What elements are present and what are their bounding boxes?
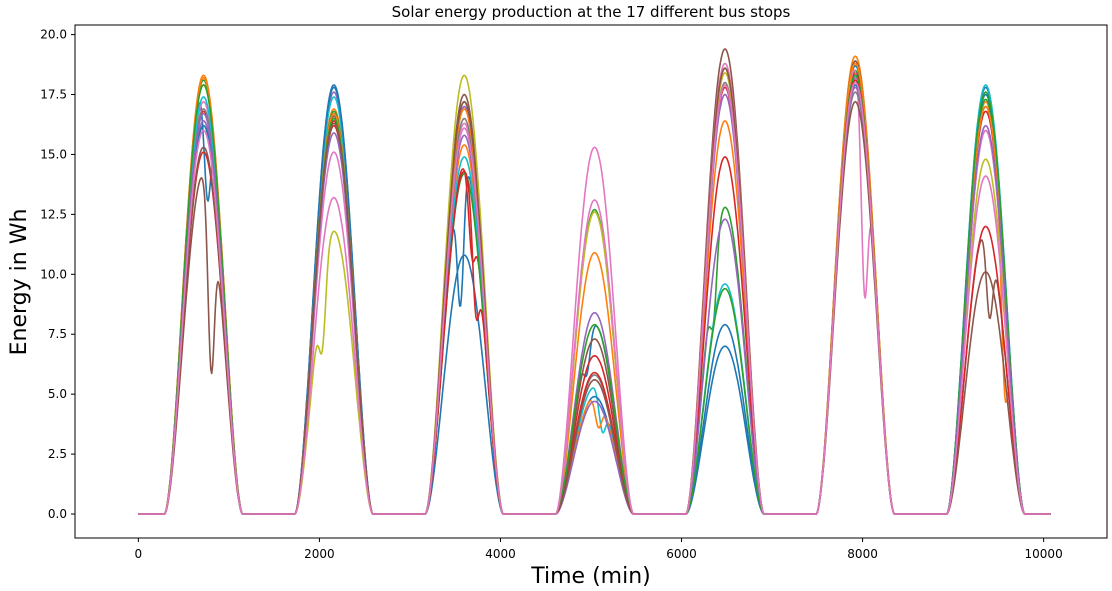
x-axis-label: Time (min)	[530, 564, 651, 589]
chart-title: Solar energy production at the 17 differ…	[392, 3, 791, 21]
y-tick-label: 15.0	[40, 147, 67, 161]
y-tick-label: 5.0	[48, 387, 67, 401]
y-axis: 0.0 2.5 5.0 7.5 10.0 12.5 15.0 17.5 20.0	[40, 28, 75, 521]
plot-frame	[74, 24, 1108, 539]
x-tick-label: 10000	[1025, 547, 1063, 561]
plot-area	[75, 25, 1107, 538]
y-tick-label: 10.0	[40, 267, 67, 281]
y-tick-label: 12.5	[40, 207, 67, 221]
y-tick-label: 7.5	[48, 327, 67, 341]
y-tick-label: 0.0	[48, 507, 67, 521]
y-axis-label: Energy in Wh	[7, 209, 32, 356]
y-tick-label: 2.5	[48, 447, 67, 461]
x-tick-label: 0	[135, 547, 143, 561]
x-axis: 0 2000 4000 6000 8000 10000	[135, 538, 1063, 561]
y-tick-label: 17.5	[40, 88, 67, 102]
series-lines	[138, 48, 1051, 515]
series-line-17	[138, 81, 1051, 515]
x-tick-label: 6000	[666, 547, 697, 561]
x-tick-label: 8000	[847, 547, 878, 561]
x-tick-label: 2000	[304, 547, 335, 561]
y-tick-label: 20.0	[40, 28, 67, 42]
x-tick-label: 4000	[485, 547, 516, 561]
